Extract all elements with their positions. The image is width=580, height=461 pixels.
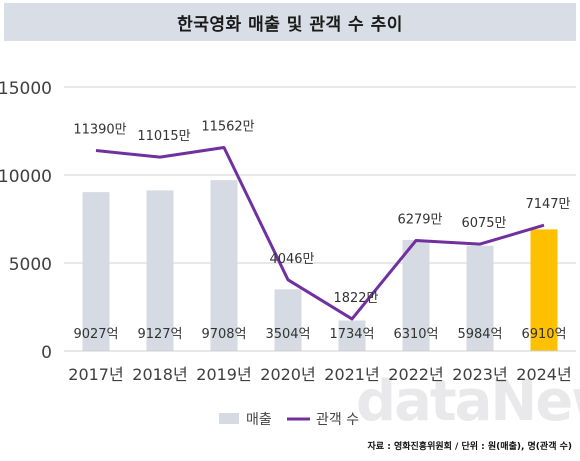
x-tick-label: 2024년 xyxy=(516,365,571,384)
x-tick-label: 2021년 xyxy=(324,365,379,384)
y-tick-label: 0 xyxy=(41,343,52,363)
line-value-label: 7147만 xyxy=(525,197,570,212)
x-tick-label: 2020년 xyxy=(260,365,315,384)
line-value-label: 1822만 xyxy=(333,291,378,306)
x-tick-label: 2018년 xyxy=(132,365,187,384)
bar-value-label: 1734억 xyxy=(329,327,374,342)
line-value-label: 11562만 xyxy=(201,120,254,135)
legend-label-line: 관객 수 xyxy=(316,412,359,428)
x-tick-label: 2017년 xyxy=(68,365,123,384)
legend-swatch-bar xyxy=(219,413,239,424)
y-tick-label: 10000 xyxy=(0,167,52,187)
bar xyxy=(530,229,558,351)
line-value-label: 11015만 xyxy=(137,129,190,144)
watermark-logo: dataNews xyxy=(356,369,580,434)
y-tick-label: 5000 xyxy=(9,255,52,275)
bar-value-label: 5984억 xyxy=(457,327,502,342)
bar-value-label: 9027억 xyxy=(73,327,118,342)
legend-label-bar: 매출 xyxy=(246,412,272,428)
bar xyxy=(338,320,366,351)
bar xyxy=(466,245,494,351)
line-series xyxy=(95,146,545,321)
line-value-label: 6279만 xyxy=(397,212,442,227)
bar-value-label: 6910억 xyxy=(521,327,566,342)
bar xyxy=(402,239,430,351)
bar xyxy=(210,180,238,351)
line-value-label: 6075만 xyxy=(461,216,506,231)
x-tick-label: 2022년 xyxy=(388,365,443,384)
bar-value-label: 9708억 xyxy=(201,327,246,342)
bar xyxy=(82,192,110,351)
y-tick-label: 15000 xyxy=(0,79,52,99)
line-value-label: 11390만 xyxy=(73,123,126,138)
source-note: 자료 : 영화진흥위원회 / 단위 : 원(매출), 명(관객 수) xyxy=(367,442,572,452)
bar-value-label: 3504억 xyxy=(265,327,310,342)
x-tick-label: 2019년 xyxy=(196,365,251,384)
line-value-label: 4046만 xyxy=(269,252,314,267)
bar xyxy=(274,289,302,351)
x-tick-label: 2023년 xyxy=(452,365,507,384)
title-bar: 한국영화 매출 및 관객 수 추이 xyxy=(4,3,576,41)
bar-value-label: 6310억 xyxy=(393,327,438,342)
chart-title: 한국영화 매출 및 관객 수 추이 xyxy=(177,14,403,35)
bar-value-label: 9127억 xyxy=(137,327,182,342)
bar xyxy=(146,190,174,351)
